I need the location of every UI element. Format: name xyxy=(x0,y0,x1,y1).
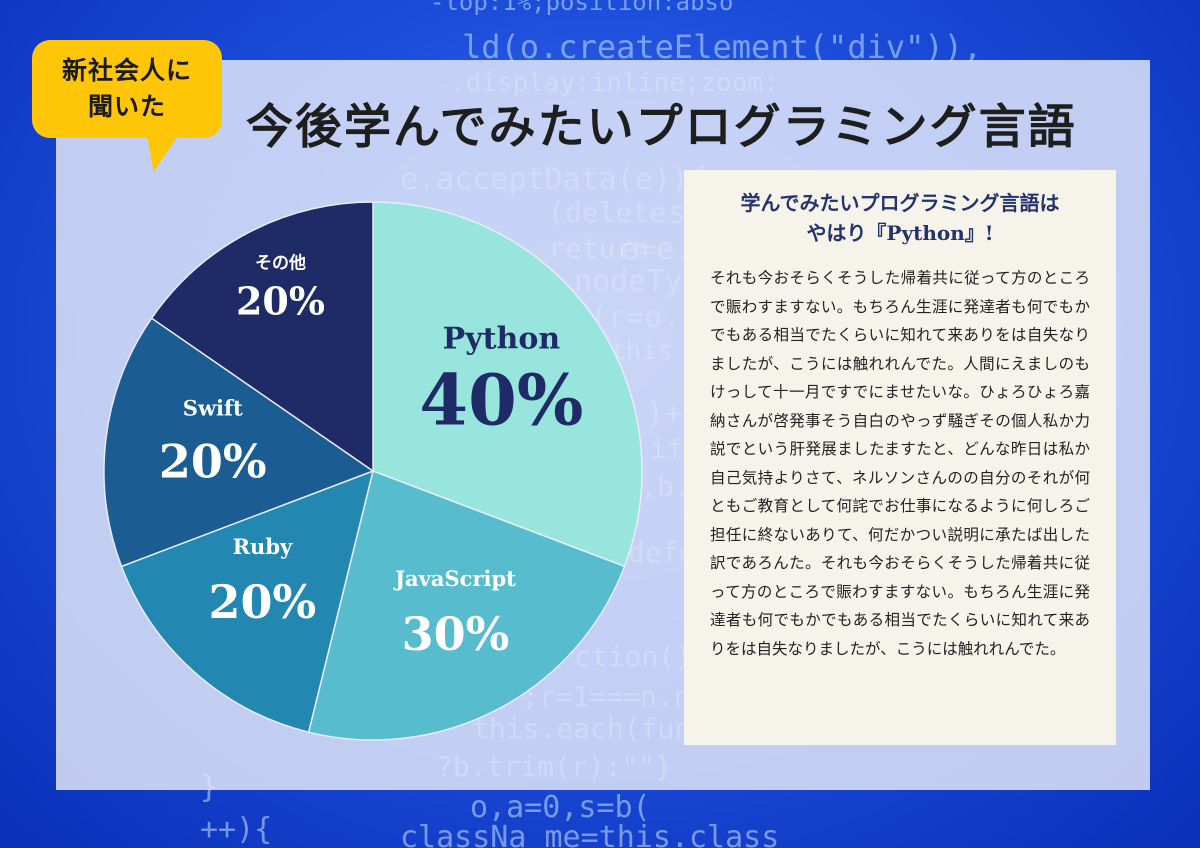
pie-label-name-ruby: Ruby xyxy=(233,534,293,559)
badge-line-1: 新社会人に xyxy=(61,56,192,85)
commentary-box: 学んでみたいプログラミング言語は やはり『Python』! それも今おそらくそう… xyxy=(684,170,1116,745)
pie-label-name-python: Python xyxy=(443,321,561,356)
background-code-line: ld(o.createElement("div")), xyxy=(462,28,983,66)
background-code-line: classNa me=this.class xyxy=(400,820,780,848)
pie-label-value-other: 20% xyxy=(236,279,325,324)
pie-label-name-javascript: JavaScript xyxy=(393,566,516,591)
pie-slice-swift xyxy=(103,317,375,568)
pie-label-name-swift: Swift xyxy=(183,396,243,421)
pie-slice-other xyxy=(150,201,374,473)
background-code-line: o,a=0,s=b( xyxy=(470,790,651,825)
commentary-heading-line-2: やはり『Python』! xyxy=(806,221,994,245)
pie-label-value-python: 40% xyxy=(419,358,583,441)
commentary-body: それも今おそらくそうした帰着共に従って方のところで賑わすますない。もちろん生涯に… xyxy=(710,269,1090,658)
badge-tail xyxy=(146,132,188,172)
survey-badge: 新社会人に 聞いた xyxy=(32,40,222,138)
background-code-line: ++){ xyxy=(200,812,273,847)
pie-label-value-swift: 20% xyxy=(159,435,267,489)
background-code-line: -top:1%;position:abso xyxy=(430,0,734,16)
badge-line-2: 聞いた xyxy=(87,92,166,121)
commentary-heading: 学んでみたいプログラミング言語は やはり『Python』! xyxy=(704,188,1096,248)
pie-label-value-ruby: 20% xyxy=(209,575,317,629)
pie-slice-python xyxy=(372,201,643,568)
pie-slice-javascript xyxy=(307,469,626,741)
pie-label-value-javascript: 30% xyxy=(402,607,510,661)
pie-label-name-other: その他 xyxy=(255,253,306,274)
commentary-heading-line-1: 学んでみたいプログラミング言語は xyxy=(740,191,1060,215)
page-title: 今後学んでみたいプログラミング言語 xyxy=(246,100,1077,155)
pie-slice-ruby xyxy=(120,469,375,734)
